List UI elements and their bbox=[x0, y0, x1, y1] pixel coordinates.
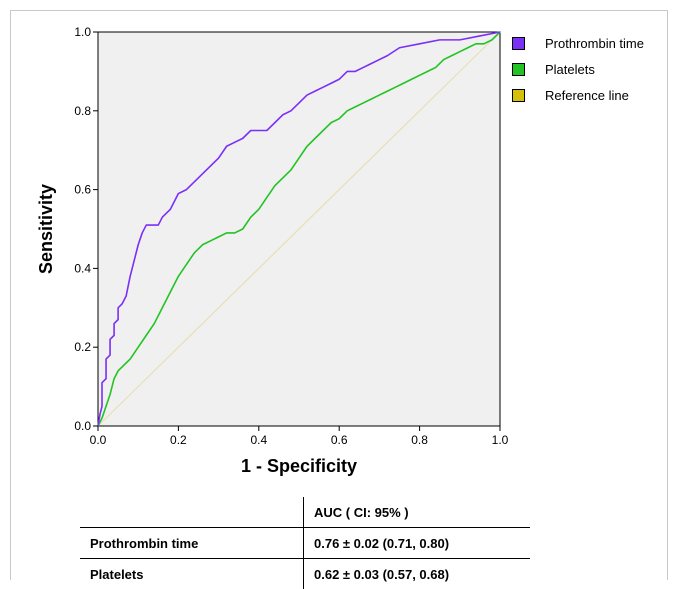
legend-label: Prothrombin time bbox=[545, 36, 644, 51]
auc-table: AUC ( CI: 95% ) Prothrombin time 0.76 ± … bbox=[80, 497, 530, 589]
table-cell-label: Platelets bbox=[80, 559, 304, 589]
table-header-cell: AUC ( CI: 95% ) bbox=[304, 497, 531, 528]
y-tick-label: 0.6 bbox=[74, 183, 91, 197]
y-tick-label: 0.0 bbox=[74, 419, 91, 433]
table-row: Prothrombin time 0.76 ± 0.02 (0.71, 0.80… bbox=[80, 528, 530, 559]
legend-item-prothrombin: Prothrombin time bbox=[512, 30, 644, 56]
table-cell-label: Prothrombin time bbox=[80, 528, 304, 559]
table-header-row: AUC ( CI: 95% ) bbox=[80, 497, 530, 528]
legend-item-reference: Reference line bbox=[512, 82, 644, 108]
legend-swatch bbox=[512, 63, 525, 76]
x-tick-label: 0.4 bbox=[250, 433, 267, 447]
y-axis-ticks: 0.0 0.2 0.4 0.6 0.8 1.0 bbox=[74, 25, 98, 433]
y-tick-label: 1.0 bbox=[74, 25, 91, 39]
x-tick-label: 0.6 bbox=[331, 433, 348, 447]
y-tick-label: 0.4 bbox=[74, 261, 91, 275]
table-row: Platelets 0.62 ± 0.03 (0.57, 0.68) bbox=[80, 559, 530, 589]
x-tick-label: 0.2 bbox=[170, 433, 187, 447]
y-tick-label: 0.2 bbox=[74, 340, 91, 354]
table-cell-value: 0.76 ± 0.02 (0.71, 0.80) bbox=[304, 528, 531, 559]
table-cell-value: 0.62 ± 0.03 (0.57, 0.68) bbox=[304, 559, 531, 589]
legend-label: Reference line bbox=[545, 88, 629, 103]
x-axis-ticks: 0.0 0.2 0.4 0.6 0.8 1.0 bbox=[90, 426, 509, 447]
y-axis-label: Sensitivity bbox=[36, 184, 56, 274]
x-axis-label: 1 - Specificity bbox=[241, 456, 357, 476]
legend: Prothrombin time Platelets Reference lin… bbox=[512, 30, 644, 108]
table-header-cell bbox=[80, 497, 304, 528]
x-tick-label: 0.0 bbox=[90, 433, 107, 447]
y-tick-label: 0.8 bbox=[74, 104, 91, 118]
x-tick-label: 0.8 bbox=[411, 433, 428, 447]
legend-label: Platelets bbox=[545, 62, 595, 77]
legend-swatch bbox=[512, 89, 525, 102]
x-tick-label: 1.0 bbox=[492, 433, 509, 447]
legend-swatch bbox=[512, 37, 525, 50]
legend-item-platelets: Platelets bbox=[512, 56, 644, 82]
